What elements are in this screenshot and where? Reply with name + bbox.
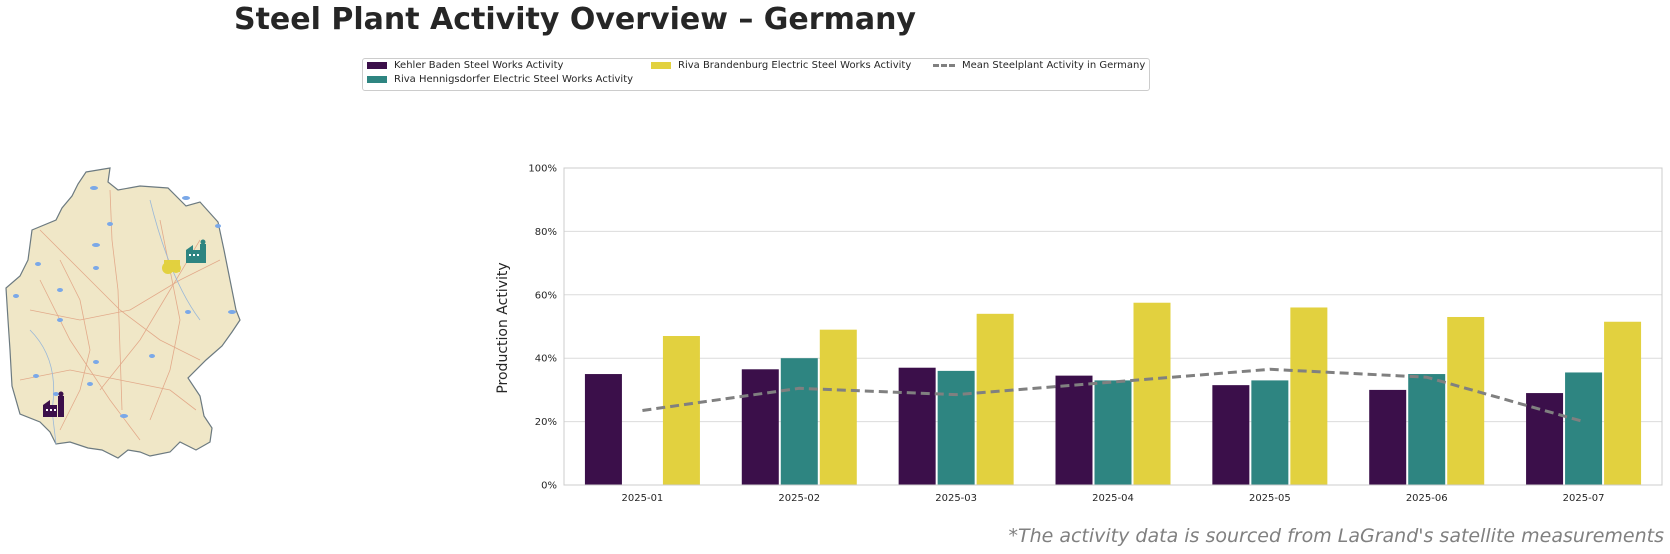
x-tick-label: 2025-07 (1563, 493, 1605, 504)
bar-series-3 (1604, 321, 1642, 485)
y-tick-labels: 0% 20% 40% 60% 80% 100% (528, 164, 557, 492)
bar-series-1 (741, 369, 779, 485)
legend-item-mean: Mean Steelplant Activity in Germany (933, 60, 1145, 71)
x-tick-label: 2025-06 (1406, 493, 1448, 504)
bar-series-2 (937, 370, 975, 485)
y-tick-label: 60% (535, 290, 557, 301)
y-tick-label: 80% (535, 227, 557, 238)
y-tick-label: 40% (535, 354, 557, 365)
y-axis-label: Production Activity (495, 262, 511, 394)
legend-item-kehler: Kehler Baden Steel Works Activity (367, 60, 563, 71)
bar-series-2 (1251, 380, 1289, 485)
bars-layer (584, 302, 1642, 485)
y-tick-label: 100% (528, 164, 557, 175)
x-tick-label: 2025-05 (1249, 493, 1291, 504)
bar-series-3 (1447, 316, 1485, 485)
bar-series-1 (898, 367, 936, 485)
x-tick-labels: 2025-01 2025-02 2025-03 2025-04 2025-05 2025-… (622, 493, 1605, 504)
germany-map (5, 167, 241, 459)
x-tick-label: 2025-02 (778, 493, 820, 504)
bar-series-3 (819, 329, 857, 485)
chart-legend: Kehler Baden Steel Works Activity Riva H… (362, 58, 1150, 91)
y-tick-label: 20% (535, 417, 557, 428)
bar-series-2 (1094, 380, 1132, 485)
legend-swatch-kehler (367, 62, 387, 69)
legend-swatch-brandenburg (651, 62, 671, 69)
plot-frame (563, 167, 1663, 486)
bar-series-1 (1369, 389, 1407, 485)
legend-swatch-mean (933, 64, 955, 67)
legend-swatch-hennigsdorf (367, 76, 387, 83)
bar-series-3 (1133, 302, 1171, 485)
legend-item-brandenburg: Riva Brandenburg Electric Steel Works Ac… (651, 60, 911, 71)
bar-series-2 (1565, 372, 1603, 485)
legend-label-kehler: Kehler Baden Steel Works Activity (394, 60, 564, 71)
map-cities (13, 186, 236, 418)
x-tick-label: 2025-03 (935, 493, 977, 504)
x-tick-label: 2025-04 (1092, 493, 1134, 504)
legend-item-hennigsdorf: Riva Hennigsdorfer Electric Steel Works … (367, 74, 633, 85)
mean-line-layer (642, 367, 1584, 424)
bar-series-2 (1408, 374, 1446, 485)
factory-marker-kehler (43, 391, 64, 417)
legend-label-brandenburg: Riva Brandenburg Electric Steel Works Ac… (678, 60, 912, 71)
x-tick-label: 2025-01 (622, 493, 664, 504)
y-tick-label: 0% (541, 481, 557, 492)
bar-series-3 (1290, 307, 1328, 485)
chart-title: Steel Plant Activity Overview – Germany (233, 2, 916, 37)
bar-series-1 (584, 374, 622, 485)
bar-series-1 (1055, 375, 1093, 485)
germany-outline (5, 167, 241, 459)
bar-series-3 (662, 336, 700, 485)
legend-label-mean: Mean Steelplant Activity in Germany (962, 60, 1146, 71)
footnote: *The activity data is sourced from LaGra… (1008, 525, 1664, 547)
factory-marker-hennigsdorf (186, 239, 206, 263)
bar-series-1 (1212, 385, 1250, 485)
mean-activity-line (642, 367, 1584, 424)
factory-marker-brandenburg (162, 260, 181, 274)
bar-series-3 (976, 313, 1014, 485)
bar-series-2 (780, 358, 818, 485)
legend-label-hennigsdorf: Riva Hennigsdorfer Electric Steel Works … (394, 74, 634, 85)
